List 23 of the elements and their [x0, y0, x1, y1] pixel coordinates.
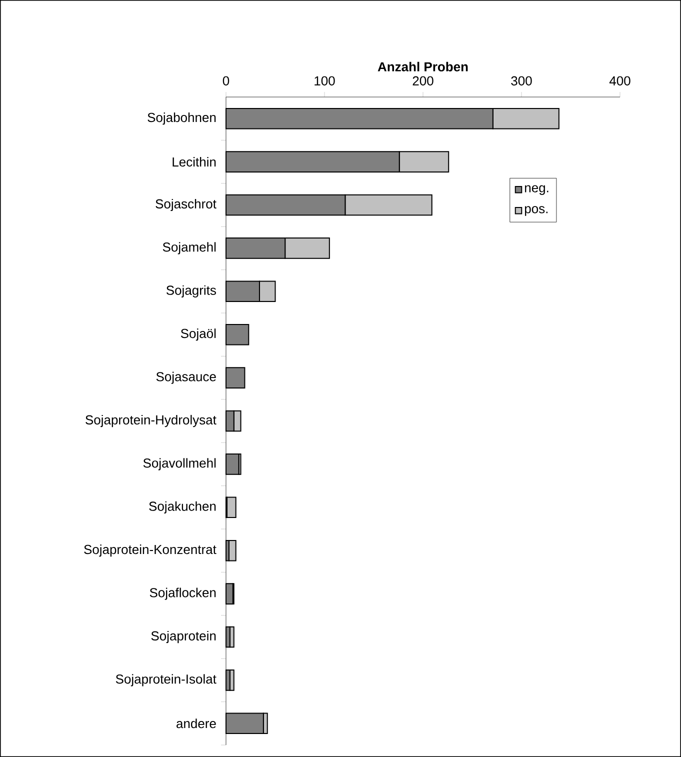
y-tick-label: Sojavollmehl — [143, 458, 216, 470]
y-tick-label: andere — [176, 718, 216, 728]
x-axis-title: Anzahl Proben — [378, 62, 468, 72]
x-tick-label: 300 — [511, 76, 532, 86]
legend-label: pos. — [524, 206, 548, 216]
y-tick-label: Sojaprotein-Isolat — [116, 674, 216, 686]
x-tick-label: 100 — [314, 76, 335, 86]
y-tick-label: Sojasauce — [156, 372, 216, 384]
y-tick-label: Sojakuchen — [149, 501, 216, 514]
y-tick-label: Sojabohnen — [148, 112, 216, 125]
legend-label: neg. — [525, 185, 548, 195]
y-tick-label: Sojagrits — [166, 285, 216, 298]
y-tick-label: Sojaöl — [180, 328, 216, 341]
x-tick-label: 200 — [412, 76, 434, 86]
y-tick-label: Sojaprotein-Konzentrat — [84, 544, 216, 557]
y-tick-label: Sojaprotein-Hydrolysat — [86, 414, 216, 428]
y-tick-label: Sojaschrot — [156, 198, 216, 212]
y-tick-label: Sojaflocken — [150, 588, 216, 600]
y-tick-label: Lecithin — [172, 157, 216, 167]
y-tick-label: Sojamehl — [162, 242, 216, 254]
x-tick-label: 400 — [609, 76, 630, 86]
y-tick-label: Sojaprotein — [151, 630, 216, 644]
x-tick-label: 0 — [222, 76, 230, 86]
